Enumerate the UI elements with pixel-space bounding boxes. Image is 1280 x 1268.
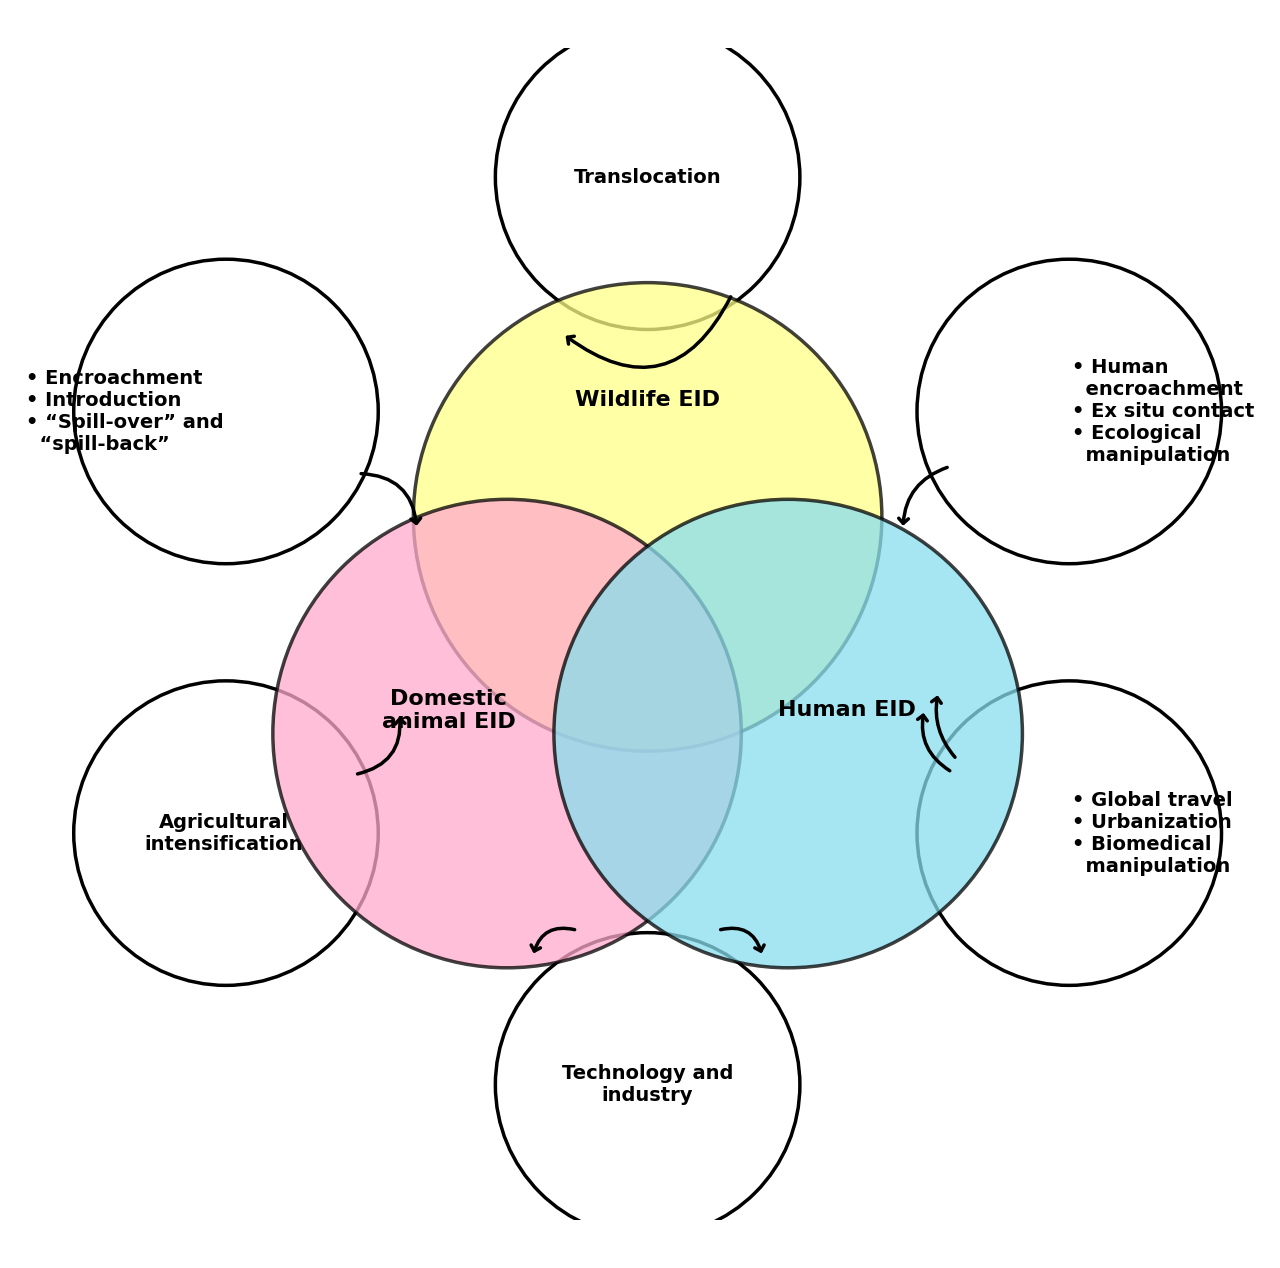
- Text: • Encroachment
• Introduction
• “Spill-over” and
  “spill-back”: • Encroachment • Introduction • “Spill-o…: [26, 369, 224, 454]
- Circle shape: [554, 500, 1023, 967]
- Circle shape: [273, 500, 741, 967]
- Text: Agricultural
intensification: Agricultural intensification: [145, 813, 303, 853]
- Text: Technology and
industry: Technology and industry: [562, 1064, 733, 1106]
- Text: • Global travel
• Urbanization
• Biomedical
  manipulation: • Global travel • Urbanization • Biomedi…: [1071, 791, 1233, 876]
- Text: Wildlife EID: Wildlife EID: [575, 389, 721, 410]
- Circle shape: [916, 259, 1221, 564]
- Circle shape: [916, 681, 1221, 985]
- Circle shape: [495, 933, 800, 1238]
- Circle shape: [74, 681, 379, 985]
- Text: Human EID: Human EID: [778, 700, 915, 720]
- Circle shape: [413, 283, 882, 751]
- Text: Translocation: Translocation: [573, 167, 722, 186]
- Circle shape: [495, 25, 800, 330]
- Circle shape: [74, 259, 379, 564]
- Text: • Human
  encroachment
• Ex situ contact
• Ecological
  manipulation: • Human encroachment • Ex situ contact •…: [1071, 358, 1254, 465]
- Text: Domestic
animal EID: Domestic animal EID: [381, 689, 516, 732]
